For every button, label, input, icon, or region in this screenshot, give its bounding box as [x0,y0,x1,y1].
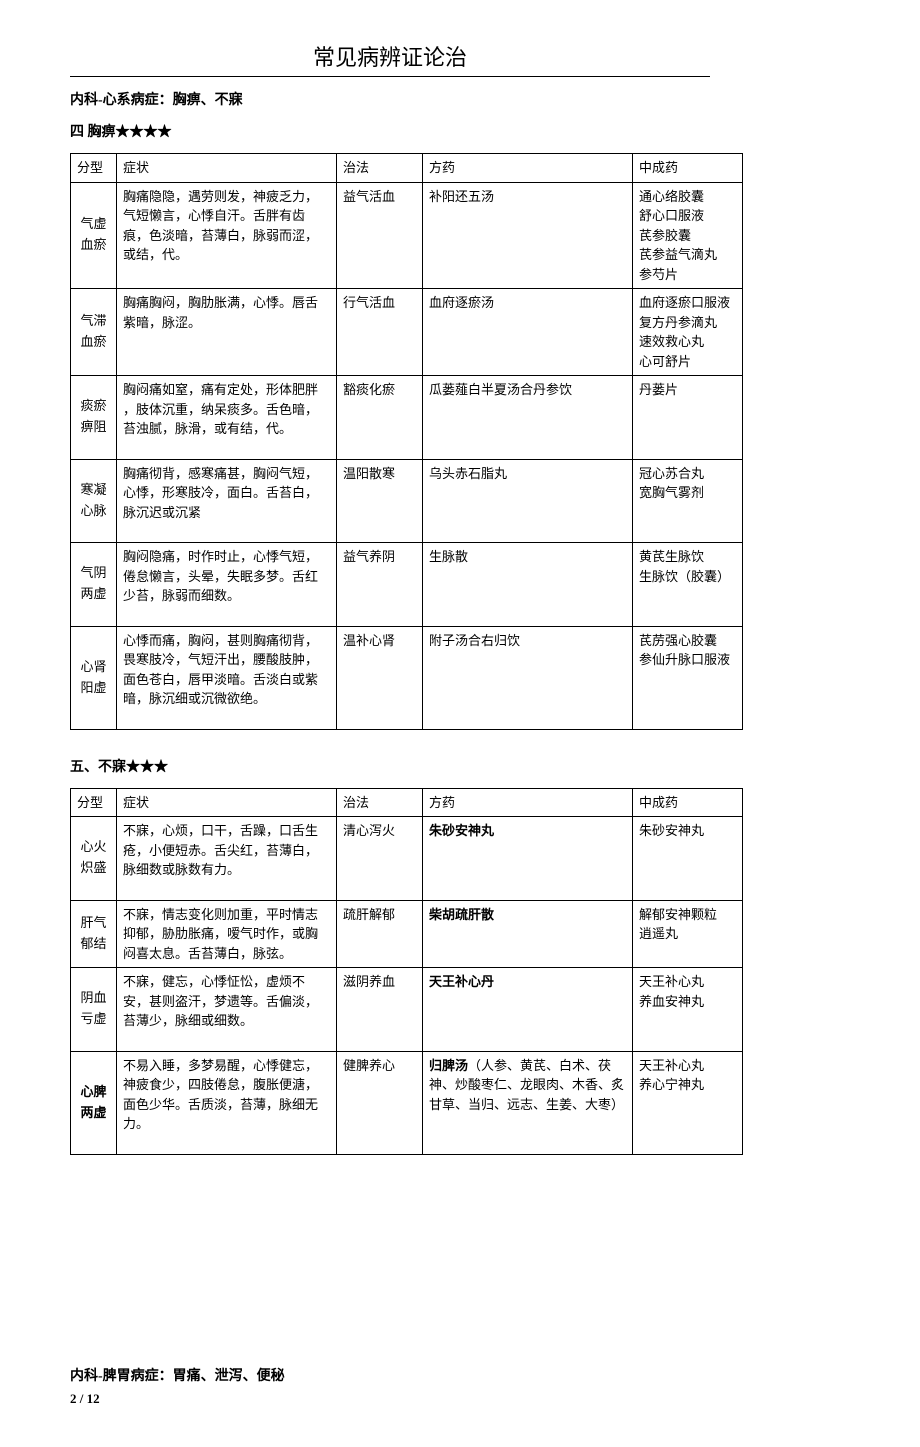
cell-sym: 心悸而痛，胸闷，甚则胸痛彻背，畏寒肢冷，气短汗出，腰酸肢肿，面色苍白，唇甲淡暗。… [117,626,337,729]
col-h-sym: 症状 [117,154,337,183]
formula-bold: 天王补心丹 [429,974,494,989]
cell-treat: 健脾养心 [337,1051,423,1154]
table-row: 心脾两虚 不易入睡，多梦易醒，心悸健忘，神疲食少，四肢倦怠，腹胀便溏，面色少华。… [71,1051,743,1154]
cell-treat: 清心泻火 [337,817,423,901]
cell-sym: 不易入睡，多梦易醒，心悸健忘，神疲食少，四肢倦怠，腹胀便溏，面色少华。舌质淡，苔… [117,1051,337,1154]
table-header-row: 分型 症状 治法 方药 中成药 [71,788,743,817]
cell-type: 气滞血瘀 [71,289,117,376]
vertical-spacer [70,1155,710,1365]
table-xiongbi: 分型 症状 治法 方药 中成药 气虚血瘀 胸痛隐隐，遇劳则发，神疲乏力，气短懒言… [70,153,743,730]
formula-bold: 柴胡疏肝散 [429,907,494,922]
formula-bold: 归脾汤 [429,1058,468,1073]
section-header-1: 内科-心系病症：胸痹、不寐 [70,89,710,109]
cell-sym: 胸闷隐痛，时作时止，心悸气短，倦怠懒言，头晕，失眠多梦。舌红少苔，脉弱而细数。 [117,543,337,627]
table-bumei: 分型 症状 治法 方药 中成药 心火炽盛 不寐，心烦，口干，舌躁，口舌生疮，小便… [70,788,743,1155]
table-row: 气阴两虚 胸闷隐痛，时作时止，心悸气短，倦怠懒言，头晕，失眠多梦。舌红少苔，脉弱… [71,543,743,627]
table-row: 寒凝心脉 胸痛彻背，感寒痛甚，胸闷气短，心悸，形寒肢冷，面白。舌苔白，脉沉迟或沉… [71,459,743,543]
cell-treat: 疏肝解郁 [337,900,423,968]
cell-med: 冠心苏合丸宽胸气雾剂 [633,459,743,543]
cell-treat: 滋阴养血 [337,968,423,1052]
table-row: 痰瘀痹阻 胸闷痛如窒，痛有定处，形体肥胖 ，肢体沉重，纳呆痰多。舌色暗，苔浊腻，… [71,376,743,460]
cell-type: 心火炽盛 [71,817,117,901]
cell-sym: 不寐，健忘，心悸怔忪，虚烦不安，甚则盗汗，梦遗等。舌偏淡，苔薄少，脉细或细数。 [117,968,337,1052]
cell-sym: 胸痛胸闷，胸肋胀满，心悸。唇舌紫暗，脉涩。 [117,289,337,376]
page-title: 常见病辨证论治 [70,40,710,72]
table-row: 肝气郁结 不寐，情志变化则加重，平时情志抑郁，胁肋胀痛，嗳气时作，或胸闷喜太息。… [71,900,743,968]
cell-type: 阴血亏虚 [71,968,117,1052]
table-row: 气滞血瘀 胸痛胸闷，胸肋胀满，心悸。唇舌紫暗，脉涩。 行气活血 血府逐瘀汤 血府… [71,289,743,376]
table-row: 阴血亏虚 不寐，健忘，心悸怔忪，虚烦不安，甚则盗汗，梦遗等。舌偏淡，苔薄少，脉细… [71,968,743,1052]
cell-med: 血府逐瘀口服液复方丹参滴丸速效救心丸心可舒片 [633,289,743,376]
bottom-section-header: 内科-脾胃病症：胃痛、泄泻、便秘 [70,1365,710,1385]
cell-treat: 益气活血 [337,182,423,289]
cell-treat: 益气养阴 [337,543,423,627]
col-h-formula: 方药 [423,788,633,817]
cell-type: 气阴两虚 [71,543,117,627]
cell-formula: 瓜蒌薤白半夏汤合丹参饮 [423,376,633,460]
cell-sym: 不寐，心烦，口干，舌躁，口舌生疮，小便短赤。舌尖红，苔薄白，脉细数或脉数有力。 [117,817,337,901]
cell-treat: 温阳散寒 [337,459,423,543]
cell-formula: 天王补心丹 [423,968,633,1052]
cell-sym: 胸闷痛如窒，痛有定处，形体肥胖 ，肢体沉重，纳呆痰多。舌色暗，苔浊腻，脉滑，或有… [117,376,337,460]
cell-formula: 乌头赤石脂丸 [423,459,633,543]
col-h-sym: 症状 [117,788,337,817]
cell-formula: 附子汤合右归饮 [423,626,633,729]
cell-treat: 行气活血 [337,289,423,376]
col-h-treat: 治法 [337,788,423,817]
table2-header: 五、不寐★★★ [70,756,710,776]
cell-formula: 柴胡疏肝散 [423,900,633,968]
col-h-type: 分型 [71,154,117,183]
cell-formula: 朱砂安神丸 [423,817,633,901]
cell-formula: 生脉散 [423,543,633,627]
cell-sym: 不寐，情志变化则加重，平时情志抑郁，胁肋胀痛，嗳气时作，或胸闷喜太息。舌苔薄白，… [117,900,337,968]
cell-formula: 血府逐瘀汤 [423,289,633,376]
cell-med: 朱砂安神丸 [633,817,743,901]
cell-med: 解郁安神颗粒逍遥丸 [633,900,743,968]
cell-med: 天王补心丸养血安神丸 [633,968,743,1052]
page-footer: 2 / 12 [70,1391,710,1407]
cell-formula: 补阳还五汤 [423,182,633,289]
table-row: 气虚血瘀 胸痛隐隐，遇劳则发，神疲乏力，气短懒言，心悸自汗。舌胖有齿痕，色淡暗，… [71,182,743,289]
cell-type: 寒凝心脉 [71,459,117,543]
cell-type: 肝气郁结 [71,900,117,968]
cell-formula: 归脾汤（人参、黄芪、白术、茯神、炒酸枣仁、龙眼肉、木香、炙甘草、当归、远志、生姜… [423,1051,633,1154]
cell-med: 丹蒌片 [633,376,743,460]
col-h-treat: 治法 [337,154,423,183]
col-h-type: 分型 [71,788,117,817]
cell-sym: 胸痛彻背，感寒痛甚，胸闷气短，心悸，形寒肢冷，面白。舌苔白，脉沉迟或沉紧 [117,459,337,543]
cell-med: 通心络胶囊舒心口服液芪参胶囊芪参益气滴丸参芍片 [633,182,743,289]
col-h-med: 中成药 [633,788,743,817]
table-row: 心肾阳虚 心悸而痛，胸闷，甚则胸痛彻背，畏寒肢冷，气短汗出，腰酸肢肿，面色苍白，… [71,626,743,729]
col-h-med: 中成药 [633,154,743,183]
cell-med: 黄芪生脉饮生脉饮（胶囊） [633,543,743,627]
title-rule [70,76,710,77]
cell-type: 痰瘀痹阻 [71,376,117,460]
formula-bold: 朱砂安神丸 [429,823,494,838]
cell-med: 芪苈强心胶囊参仙升脉口服液 [633,626,743,729]
cell-type: 心脾两虚 [71,1051,117,1154]
cell-type: 心肾阳虚 [71,626,117,729]
col-h-formula: 方药 [423,154,633,183]
cell-treat: 温补心肾 [337,626,423,729]
cell-sym: 胸痛隐隐，遇劳则发，神疲乏力，气短懒言，心悸自汗。舌胖有齿痕，色淡暗，苔薄白，脉… [117,182,337,289]
table1-header: 四 胸痹★★★★ [70,121,710,141]
cell-type: 气虚血瘀 [71,182,117,289]
table-row: 心火炽盛 不寐，心烦，口干，舌躁，口舌生疮，小便短赤。舌尖红，苔薄白，脉细数或脉… [71,817,743,901]
cell-med: 天王补心丸养心宁神丸 [633,1051,743,1154]
cell-treat: 豁痰化瘀 [337,376,423,460]
table-header-row: 分型 症状 治法 方药 中成药 [71,154,743,183]
